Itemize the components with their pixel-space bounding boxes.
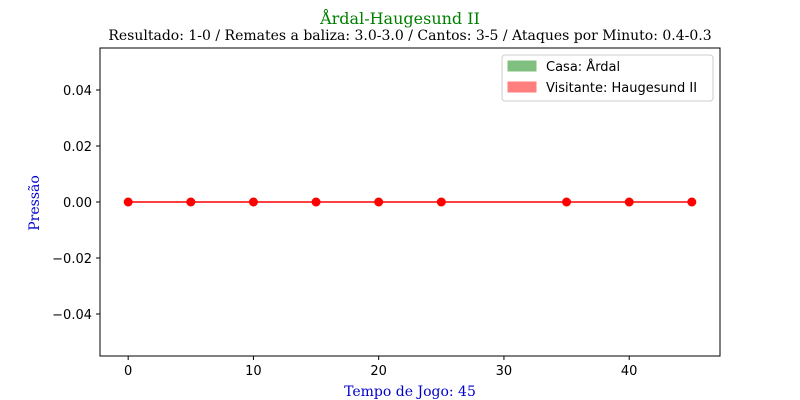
x-tick-label: 40 <box>621 364 638 379</box>
data-point <box>311 197 321 207</box>
data-point <box>624 197 634 207</box>
data-point <box>123 197 133 207</box>
y-axis-label: Pressão <box>27 175 43 231</box>
data-point <box>436 197 446 207</box>
plot-area: 0 10 20 30 40 −0.04 −0.02 0.00 0.02 0.04 <box>52 47 721 379</box>
x-tick-label: 20 <box>370 364 387 379</box>
legend-box <box>501 54 714 102</box>
y-tick-label: 0.02 <box>63 140 92 155</box>
legend-label: Visitante: Haugesund II <box>546 81 697 96</box>
y-tick-label: −0.04 <box>52 308 92 323</box>
x-tick-label: 30 <box>496 364 513 379</box>
legend-label: Casa: Årdal <box>546 59 620 75</box>
y-tick-label: 0.04 <box>63 84 92 99</box>
legend: Casa: Årdal Visitante: Haugesund II <box>501 54 714 102</box>
y-tick-label: −0.02 <box>52 252 92 267</box>
legend-swatch <box>507 60 537 72</box>
chart-subtitle: Resultado: 1-0 / Remates a baliza: 3.0-3… <box>108 28 711 44</box>
data-point <box>186 197 196 207</box>
x-tick-label: 0 <box>124 364 132 379</box>
legend-swatch <box>507 81 537 93</box>
data-point <box>248 197 258 207</box>
data-point <box>687 197 697 207</box>
x-axis-label: Tempo de Jogo: 45 <box>344 384 476 400</box>
data-point <box>374 197 384 207</box>
x-tick-label: 10 <box>245 364 262 379</box>
y-tick-label: 0.00 <box>63 196 92 211</box>
data-point <box>562 197 572 207</box>
chart-title: Årdal-Haugesund II <box>319 8 480 28</box>
